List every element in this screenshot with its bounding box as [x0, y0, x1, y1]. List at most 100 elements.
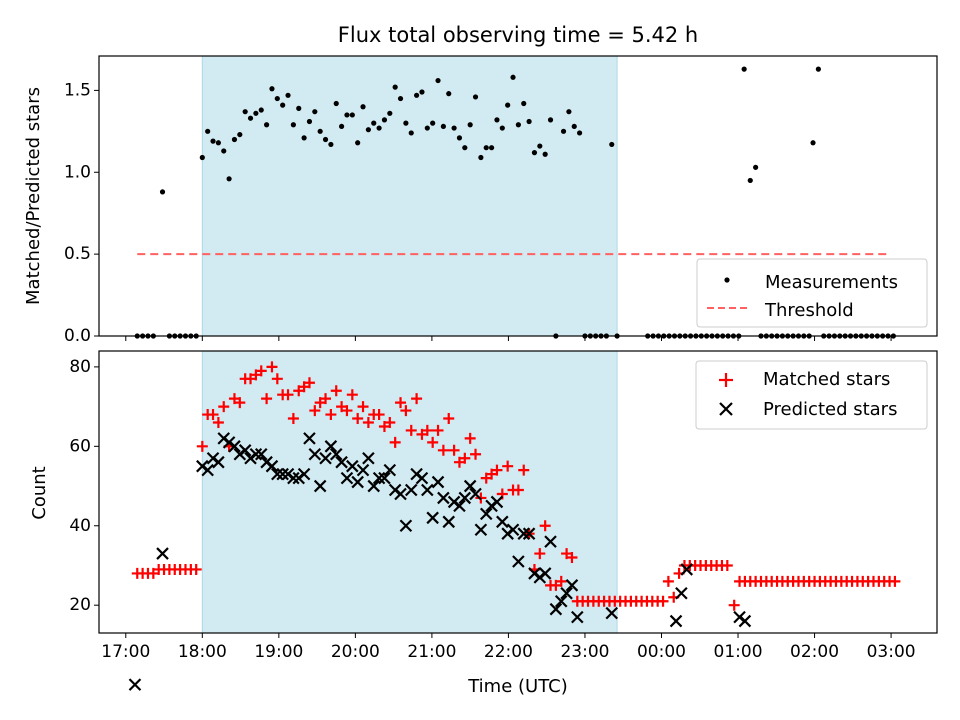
matched-star-point — [255, 365, 267, 377]
measurement-point — [253, 110, 259, 116]
x-tick-label: 19:00 — [254, 642, 303, 662]
count-axes: 20 40 60 80 17:00 18:00 19:00 20:00 21:00 22:00 2… — [29, 350, 938, 697]
matched-star-point — [491, 464, 503, 476]
matched-star-point — [287, 413, 299, 425]
predicted-star-point — [367, 479, 381, 493]
measurement-point — [274, 95, 280, 102]
measurement-point — [747, 177, 753, 184]
predicted-star-point — [287, 471, 300, 485]
predicted-star-point — [474, 523, 488, 537]
matched-star-point — [303, 377, 315, 389]
matched-star-point — [266, 361, 278, 373]
matched-star-point — [282, 389, 294, 401]
ratio-axes-frame — [98, 55, 938, 337]
ratio-y-axis-label: Matched/Predicted stars — [23, 87, 44, 305]
measurement-point — [753, 164, 759, 170]
measurement-point — [526, 118, 532, 125]
measurement-point — [462, 145, 468, 151]
matched-star-point — [196, 440, 208, 452]
predicted-star-point — [313, 479, 327, 493]
predicted-star-point — [228, 440, 241, 453]
measurement-point — [424, 125, 430, 131]
y-tick-label: 1.5 — [64, 80, 91, 100]
predicted-star-point — [522, 527, 536, 540]
measurement-point — [397, 95, 404, 102]
measurement-point — [205, 128, 211, 134]
matched-star-point — [234, 397, 246, 409]
matched-star-point — [657, 595, 669, 607]
predicted-star-point — [738, 614, 752, 628]
ratio-x-ticks — [125, 336, 892, 341]
measurement-point — [387, 110, 393, 116]
predicted-star-point — [544, 535, 557, 548]
matched-star-point — [889, 575, 901, 587]
predicted-star-point — [271, 467, 284, 481]
measurement-point — [521, 100, 527, 107]
observing-window-band — [201, 55, 618, 337]
matched-star-point — [384, 416, 396, 428]
legend-marker-measurements — [724, 277, 730, 283]
predicted-star-point — [265, 459, 279, 473]
predicted-star-point — [308, 447, 322, 461]
predicted-star-point — [372, 471, 386, 485]
predicted-star-point — [319, 451, 332, 465]
matched-star-point — [464, 432, 476, 444]
x-axis-label: Time (UTC) — [467, 676, 568, 697]
measurement-point — [215, 140, 221, 146]
y-tick-label: 40 — [69, 516, 91, 536]
predicted-star-point — [276, 467, 289, 481]
measurement-point — [566, 109, 572, 115]
ratio-y-ticks: 0.0 0.5 1.0 1.5 — [64, 80, 99, 346]
x-tick-label: 02:00 — [790, 642, 839, 662]
predicted-star-point — [496, 515, 509, 529]
measurement-point — [237, 131, 243, 138]
measurement-point — [403, 120, 409, 126]
predicted-star-point — [479, 507, 493, 521]
matched-star-point — [459, 452, 471, 464]
matched-star-point — [207, 409, 219, 421]
predicted-star-point — [554, 594, 568, 608]
measurement-point — [381, 117, 388, 123]
count-y-axis-label: Count — [29, 466, 50, 519]
predicted-star-point — [506, 523, 520, 537]
measurement-point — [413, 92, 420, 98]
measurement-point — [451, 125, 457, 131]
measurement-point — [510, 74, 516, 80]
matched-star-point — [190, 563, 202, 575]
predicted-star-point — [156, 547, 169, 560]
measurement-point — [547, 117, 554, 123]
measurement-point — [408, 130, 414, 136]
predicted-star-point — [383, 463, 397, 477]
x-tick-label: 23:00 — [560, 642, 609, 662]
predicted-star-point — [249, 447, 263, 461]
measurement-point — [478, 154, 484, 161]
predicted-star-point — [324, 440, 338, 453]
predicted-star-point — [378, 471, 391, 485]
predicted-star-point — [437, 491, 450, 505]
predicted-star-point — [490, 495, 504, 509]
matched-star-point — [443, 413, 455, 425]
legend-label-threshold: Threshold — [764, 300, 854, 321]
measurement-point — [344, 112, 350, 118]
measurement-point — [537, 143, 543, 149]
matched-star-point — [261, 393, 273, 405]
predicted-star-point — [426, 511, 439, 525]
measurement-point — [355, 140, 361, 146]
predicted-star-point — [605, 606, 619, 620]
measurement-point — [560, 128, 567, 134]
measurement-point — [231, 136, 238, 143]
figure-title: Flux total observing time = 5.42 h — [338, 23, 698, 47]
predicted-star-point — [453, 499, 466, 513]
matched-star-point — [395, 397, 407, 409]
matched-star-point — [534, 548, 546, 560]
measurement-point — [258, 107, 264, 113]
predicted-star-point — [329, 447, 343, 461]
predicted-star-point — [394, 487, 407, 501]
measurement-point — [446, 91, 452, 97]
measurement-point — [210, 138, 216, 144]
measurement-point — [467, 122, 473, 128]
matched-star-point — [448, 444, 460, 456]
measurement-point — [328, 141, 334, 148]
matched-star-point — [662, 575, 674, 587]
